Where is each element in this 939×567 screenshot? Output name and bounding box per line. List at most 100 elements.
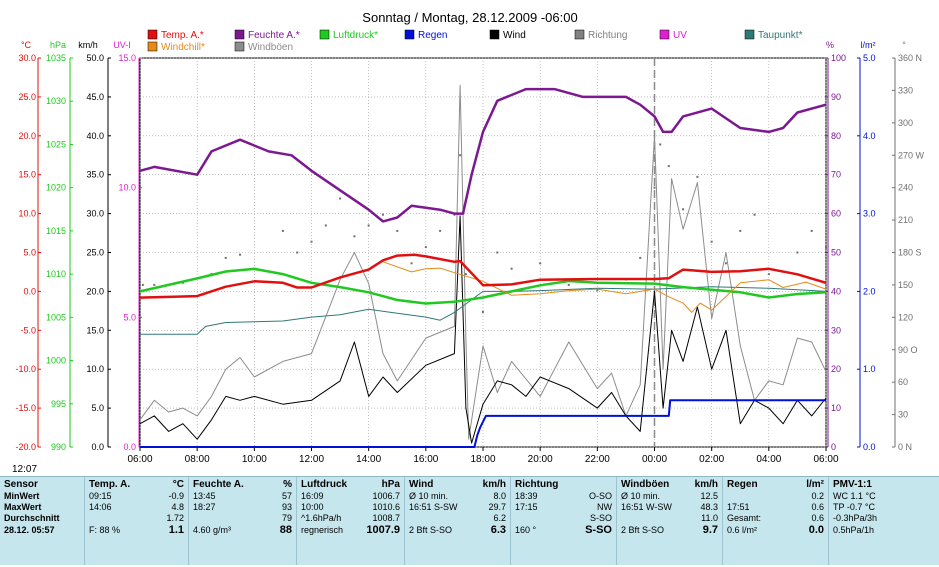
direction-tick-label-11: 30 <box>898 410 908 420</box>
legend-swatch-4 <box>319 29 330 40</box>
direction-point-22 <box>464 273 467 276</box>
pressure-tick-label-3: 1020 <box>46 183 66 193</box>
pmv-row-1: TP -0.7 °C <box>833 502 932 513</box>
pressure-tick-label-9: 990 <box>51 442 66 452</box>
temp-row-2-value: 1.72 <box>166 513 184 524</box>
pressure-column: Luftdruck hPa 16:09 1006.7 10:00 1010.6 ^1.6hP… <box>296 477 404 565</box>
pmv-row-2-label: -0.3hPa/3h <box>833 513 878 524</box>
gusts-row-1-label: 16:51 W-SW <box>621 502 672 513</box>
rain-tick-label-3: 2.0 <box>863 286 876 296</box>
humidity-row-3-label: 4.60 g/m³ <box>193 524 232 535</box>
legend-label-2: Feuchte A.* <box>248 30 300 41</box>
wind-row-3-value: 6.3 <box>490 523 506 536</box>
pressure-row-0-label: 16:09 <box>301 491 324 501</box>
x-tick-label-10: 02:00 <box>699 454 724 465</box>
wind-row-1-value: 29.7 <box>488 502 506 513</box>
temp-row-3-value: 1.1 <box>168 523 184 536</box>
series-taupunkt <box>140 286 827 335</box>
wind-tick-label-2: 40.0 <box>86 131 104 141</box>
humidity-tick-label-2: 80 <box>831 131 841 141</box>
legend-label-8: UV <box>673 30 687 41</box>
direction-tick-label-5: 210 <box>898 215 913 225</box>
direction-row-3-value: S-SO <box>585 523 612 536</box>
direction-point-39 <box>753 213 756 216</box>
x-tick-label-12: 06:00 <box>813 454 838 465</box>
humidity-row-1-label: 18:27 <box>193 502 216 513</box>
temp-tick-label-1: 25.0 <box>18 92 36 102</box>
pressure-tick-label-4: 1015 <box>46 226 66 236</box>
direction-point-41 <box>796 251 799 254</box>
wind-row-3-label: 2 Bft S-SO <box>409 524 453 535</box>
temp-tick-label-2: 20.0 <box>18 131 36 141</box>
humidity-row-0: 13:45 57 <box>193 491 292 502</box>
rain-row-1: 17:51 0.6 <box>727 502 824 513</box>
direction-tick-label-8: 120 <box>898 312 913 322</box>
gusts-row-0-label: Ø 10 min. <box>621 491 661 501</box>
temp-row-0-value: -0.9 <box>168 491 184 501</box>
series-feuchte-a <box>139 87 827 223</box>
x-tick-label-0: 06:00 <box>127 454 152 465</box>
humidity-column: Feuchte A.% 13:45 57 18:27 93 79 4.60 g/m³ 88 <box>188 477 296 565</box>
time-readout: 12:07 <box>12 464 37 475</box>
direction-tick-label-0: 360 N <box>898 53 922 63</box>
pressure-row-1-value: 1010.6 <box>372 502 400 513</box>
temp-row-3-label: F: 88 % <box>89 524 121 535</box>
direction-point-37 <box>724 262 727 265</box>
humidity-row-3-value: 88 <box>279 523 292 536</box>
humidity-tick-label-8: 20 <box>831 364 841 374</box>
humidity-row-3: 4.60 g/m³ 88 <box>193 523 292 536</box>
pressure-tick-label-8: 995 <box>51 399 66 409</box>
direction-point-15 <box>381 213 384 216</box>
axis-unit-4: % <box>826 40 834 50</box>
uv-tick-label-0: 15.0 <box>118 53 136 63</box>
gusts-row-3-value: 9.7 <box>702 523 718 536</box>
gusts-row-2: 11.0 <box>621 513 718 524</box>
pressure-tick-label-0: 1035 <box>46 53 66 63</box>
legend-swatch-1 <box>147 41 158 52</box>
wind-row-0: Ø 10 min. 8.0 <box>409 491 506 502</box>
pressure-tick-label-6: 1005 <box>46 312 66 322</box>
direction-point-11 <box>324 224 327 227</box>
wind-tick-label-10: 0.0 <box>91 442 104 452</box>
temp-tick-label-0: 30.0 <box>18 53 36 63</box>
direction-row-1: 17:15 NW <box>515 502 612 513</box>
axis-unit-2: km/h <box>78 40 98 50</box>
pressure-row-3-label: regnerisch <box>301 524 344 535</box>
rain-row-2: Gesamt: 0.6 <box>727 513 824 524</box>
direction-point-25 <box>510 267 513 270</box>
rain-tick-label-2: 3.0 <box>863 209 876 219</box>
direction-row-0-value: O-SO <box>588 491 612 501</box>
legend-label-1: Windchill* <box>161 42 205 53</box>
direction-point-13 <box>353 235 356 238</box>
direction-point-24 <box>496 251 499 254</box>
row-label-avg: Durchschnitt <box>4 513 60 524</box>
temp-row-1-label: 14:06 <box>89 502 112 513</box>
wind-row-1: 16:51 S-SW 29.7 <box>409 502 506 513</box>
temp-row-0-label: 09:15 <box>89 491 112 501</box>
pressure-row-2-value: 1008.7 <box>372 513 400 524</box>
temp-row-2: 1.72 <box>89 513 184 524</box>
gusts-row-1-value: 48.3 <box>700 502 718 513</box>
direction-row-3-label: 160 ° <box>515 524 537 535</box>
legend-label-5: Regen <box>418 30 447 41</box>
humidity-tick-label-6: 40 <box>831 286 841 296</box>
pressure-tick-label-1: 1030 <box>46 96 66 106</box>
direction-point-18 <box>424 246 427 249</box>
wind-row-2: 6.2 <box>409 513 506 524</box>
temp-tick-label-5: 5.0 <box>23 248 36 258</box>
rain-row-0-value: 0.2 <box>811 491 824 501</box>
pmv-row-0: WC 1.1 °C <box>833 491 932 502</box>
humidity-tick-label-4: 60 <box>831 209 841 219</box>
gusts-row-1: 16:51 W-SW 48.3 <box>621 502 718 513</box>
gusts-row-3: 2 Bft S-SO 9.7 <box>621 523 718 536</box>
x-tick-label-7: 20:00 <box>528 454 553 465</box>
legend-label-3: Windböen <box>248 42 293 53</box>
rain-row-3-label: 0.6 l/m² <box>727 524 758 535</box>
direction-header: Richtung <box>515 479 559 490</box>
temp-tick-label-8: -10.0 <box>15 364 36 374</box>
wind-tick-label-0: 50.0 <box>86 53 104 63</box>
x-tick-label-11: 04:00 <box>756 454 781 465</box>
rain-row-1-label: 17:51 <box>727 502 750 513</box>
wind-column: Wind km/h Ø 10 min. 8.0 16:51 S-SW 29.7 6.2 2 B… <box>404 477 510 565</box>
